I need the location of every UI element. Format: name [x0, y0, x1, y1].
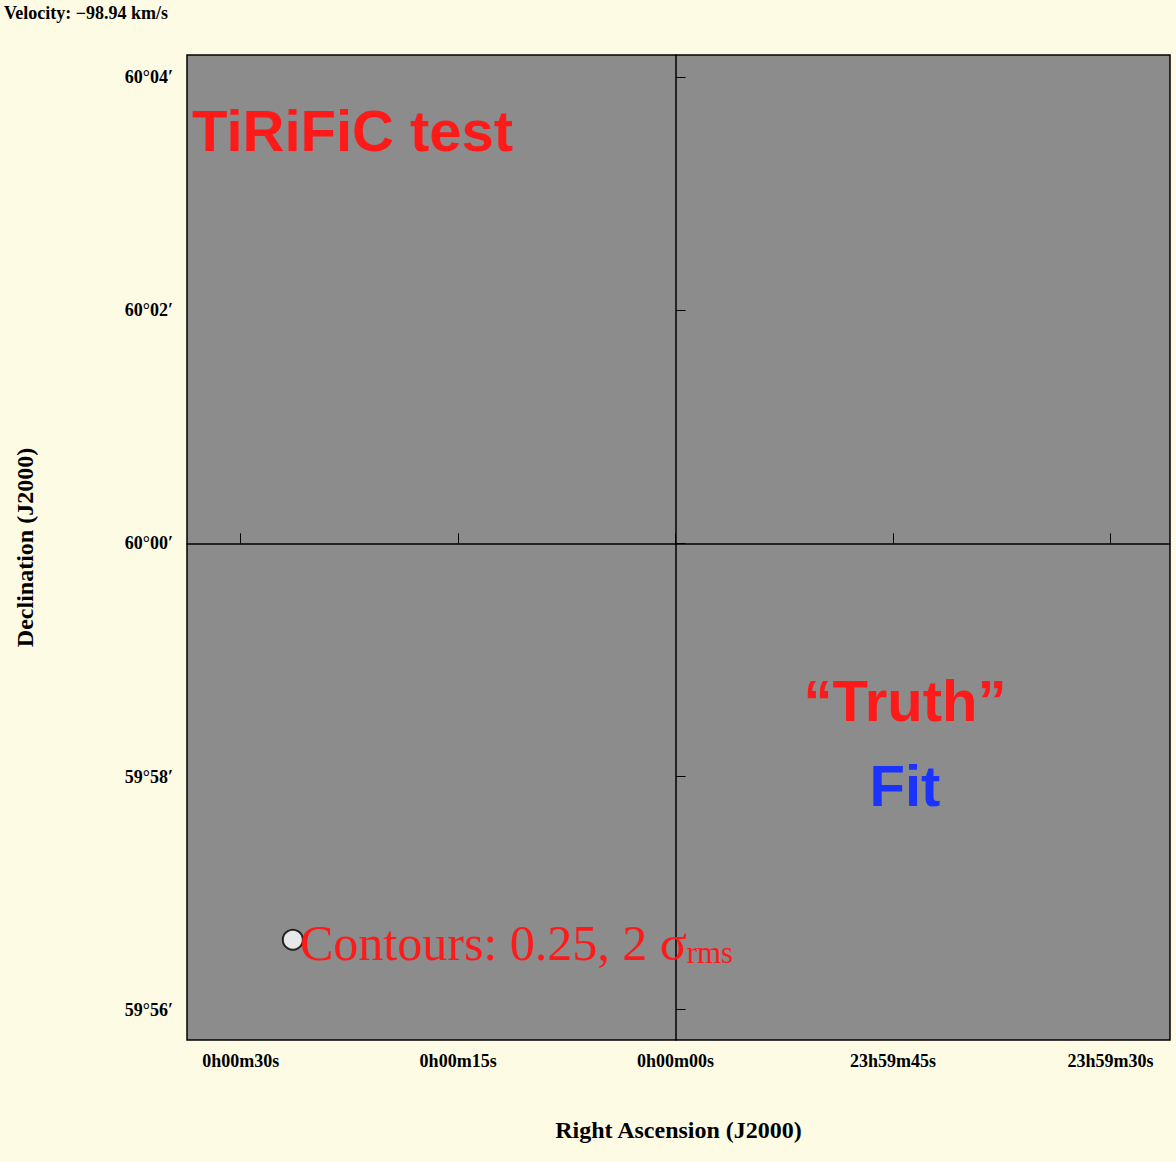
svg-text:“Truth”: “Truth”	[804, 668, 1007, 733]
svg-text:rms: rms	[687, 935, 734, 970]
svg-text:60°04′: 60°04′	[125, 67, 173, 87]
svg-text:Declination (J2000): Declination (J2000)	[12, 448, 38, 647]
svg-text:59°58′: 59°58′	[125, 767, 173, 787]
svg-text:23h59m30s: 23h59m30s	[1068, 1051, 1154, 1071]
svg-text:Contours: 0.25, 2 σ: Contours: 0.25, 2 σ	[300, 915, 687, 971]
svg-text:23h59m45s: 23h59m45s	[850, 1051, 936, 1071]
svg-text:Fit: Fit	[870, 753, 941, 818]
svg-text:60°02′: 60°02′	[125, 300, 173, 320]
svg-text:59°56′: 59°56′	[125, 1000, 173, 1020]
svg-text:0h00m00s: 0h00m00s	[637, 1051, 714, 1071]
svg-text:Velocity: −98.94 km/s: Velocity: −98.94 km/s	[4, 3, 168, 23]
svg-text:TiRiFiC test: TiRiFiC test	[192, 98, 513, 163]
svg-text:60°00′: 60°00′	[125, 533, 173, 553]
svg-text:Right Ascension (J2000): Right Ascension (J2000)	[555, 1117, 802, 1143]
svg-text:0h00m15s: 0h00m15s	[420, 1051, 497, 1071]
svg-text:0h00m30s: 0h00m30s	[202, 1051, 279, 1071]
